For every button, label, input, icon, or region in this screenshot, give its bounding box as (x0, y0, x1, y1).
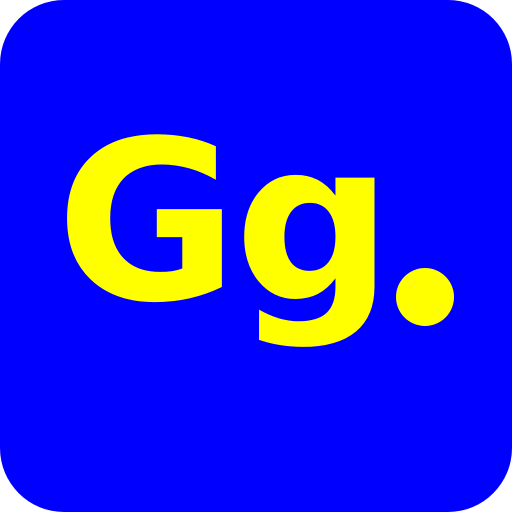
logo-dot (396, 268, 454, 326)
logo-letter-lower: g (234, 94, 394, 352)
logo-monogram: G g (56, 112, 393, 372)
logo-letter-upper: G (56, 94, 238, 352)
